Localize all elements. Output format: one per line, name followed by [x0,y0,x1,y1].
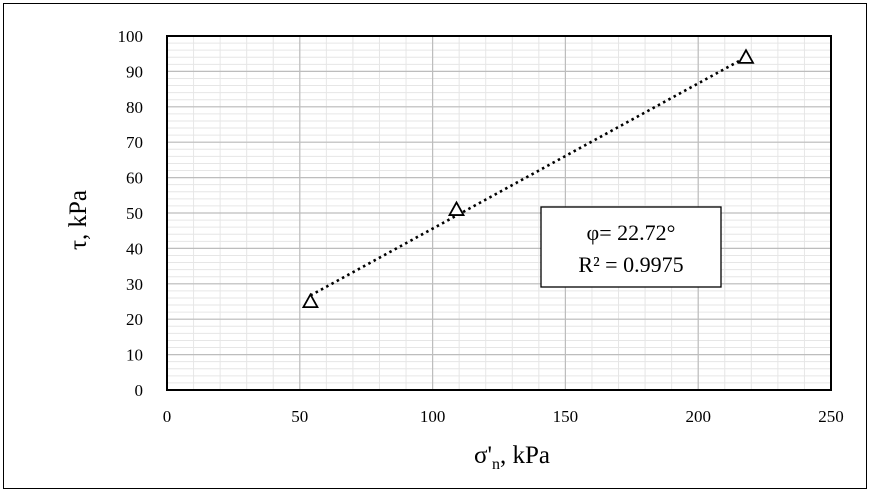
major-grid [167,36,831,390]
x-tick-label: 250 [818,407,844,426]
data-point-triangle [447,200,466,216]
y-tick-label: 60 [126,169,143,188]
y-tick-label: 30 [126,275,143,294]
friction-angle-label: φ= 22.72° [587,220,676,245]
x-tick-label: 150 [553,407,579,426]
y-tick-label: 0 [135,381,144,400]
chart-frame: 0 10 20 30 40 50 60 70 80 90 100 0 50 100 150 200 250 φ… [3,3,867,489]
x-tick-label: 50 [291,407,308,426]
trendline [309,56,747,297]
y-axis-label: τ, kPa [65,190,92,250]
x-tick-label: 0 [163,407,172,426]
y-tick-label: 10 [126,346,143,365]
y-tick-label: 100 [118,27,144,46]
y-tick-label: 80 [126,98,143,117]
x-tick-label: 200 [685,407,711,426]
r-squared-label: R² = 0.9975 [578,252,683,277]
y-tick-label: 50 [126,204,143,223]
x-axis-label-subscript: n [492,456,500,473]
x-axis-label-main: σ' [474,442,492,469]
annotation-box [540,206,722,288]
data-point-triangle [301,292,319,309]
y-tick-label: 20 [126,310,143,329]
plot-area-border [166,35,832,391]
y-tick-label: 40 [126,239,143,258]
x-axis-label: σ'n, kPa [474,442,550,473]
data-point-triangle [737,48,755,64]
y-axis-tick-labels: 0 10 20 30 40 50 60 70 80 90 100 [118,27,144,400]
x-axis-tick-labels: 0 50 100 150 200 250 [163,407,844,426]
y-tick-label: 70 [126,133,143,152]
x-axis-label-unit: , kPa [500,442,550,469]
x-tick-label: 100 [420,407,446,426]
equation-annotation: φ= 22.72° R² = 0.9975 [540,206,722,288]
y-tick-label: 90 [126,62,143,81]
shear-strength-chart: 0 10 20 30 40 50 60 70 80 90 100 0 50 100 150 200 250 φ… [65,27,844,473]
data-markers [301,48,755,309]
